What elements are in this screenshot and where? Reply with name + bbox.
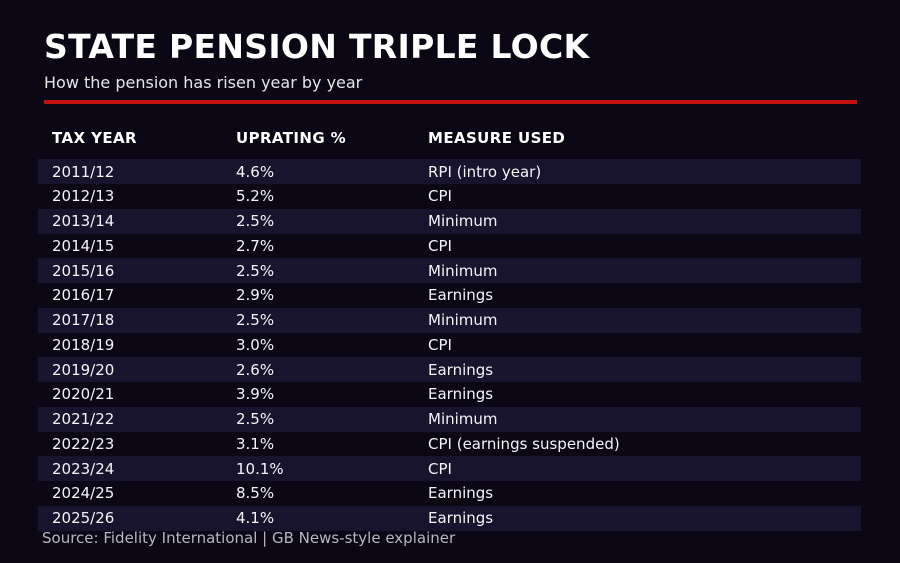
table-row: 2021/22 2.5% Minimum (38, 406, 861, 432)
column-header-uprating: UPRATING % (236, 129, 347, 147)
cell-measure-used: Earnings (428, 286, 494, 305)
cell-measure-used: CPI (earnings suspended) (428, 434, 620, 453)
cell-tax-year: 2011/12 (52, 162, 115, 181)
cell-uprating-percent: 2.9% (236, 286, 275, 305)
cell-uprating-percent: 4.6% (236, 162, 275, 181)
table-row: 2015/16 2.5% Minimum (38, 258, 861, 284)
cell-uprating-percent: 3.0% (236, 335, 275, 354)
table-row: 2024/25 8.5% Earnings (38, 481, 861, 506)
cell-uprating-percent: 2.5% (236, 311, 275, 330)
cell-uprating-percent: 10.1% (236, 459, 284, 478)
cell-tax-year: 2019/20 (52, 360, 115, 379)
table-row: 2025/26 4.1% Earnings (38, 505, 861, 531)
cell-uprating-percent: 3.9% (236, 385, 275, 404)
cell-measure-used: Earnings (428, 360, 494, 379)
cell-tax-year: 2018/19 (52, 335, 115, 354)
cell-tax-year: 2017/18 (52, 311, 115, 330)
cell-measure-used: Minimum (428, 261, 498, 280)
table-row: 2019/20 2.6% Earnings (38, 357, 861, 383)
cell-tax-year: 2015/16 (52, 261, 115, 280)
column-header-measure: MEASURE USED (428, 129, 566, 147)
cell-uprating-percent: 2.6% (236, 360, 275, 379)
cell-tax-year: 2012/13 (52, 187, 115, 206)
table-row: 2020/21 3.9% Earnings (38, 382, 861, 407)
column-header-tax-year: TAX YEAR (52, 129, 137, 147)
table-row: 2014/15 2.7% CPI (38, 234, 861, 259)
cell-measure-used: Earnings (428, 484, 494, 503)
accent-rule (44, 100, 857, 104)
cell-measure-used: CPI (428, 236, 452, 255)
cell-tax-year: 2014/15 (52, 236, 115, 255)
table-body: 2011/12 4.6% RPI (intro year) 2012/13 5.2% CP… (38, 159, 861, 531)
table-row: 2013/14 2.5% Minimum (38, 208, 861, 234)
table-row: 2011/12 4.6% RPI (intro year) (38, 159, 861, 185)
table-row: 2018/19 3.0% CPI (38, 333, 861, 358)
cell-uprating-percent: 3.1% (236, 434, 275, 453)
cell-tax-year: 2016/17 (52, 286, 115, 305)
cell-tax-year: 2024/25 (52, 484, 115, 503)
page-subtitle: How the pension has risen year by year (44, 73, 363, 92)
cell-measure-used: Minimum (428, 311, 498, 330)
cell-measure-used: CPI (428, 459, 452, 478)
table-header: TAX YEAR UPRATING % MEASURE USED (38, 126, 861, 150)
table-row: 2017/18 2.5% Minimum (38, 307, 861, 333)
table-row: 2023/24 10.1% CPI (38, 456, 861, 482)
table-row: 2016/17 2.9% Earnings (38, 283, 861, 308)
cell-measure-used: Earnings (428, 385, 494, 404)
cell-measure-used: RPI (intro year) (428, 162, 542, 181)
cell-measure-used: Minimum (428, 212, 498, 231)
cell-uprating-percent: 2.7% (236, 236, 275, 255)
cell-measure-used: CPI (428, 187, 452, 206)
cell-uprating-percent: 2.5% (236, 410, 275, 429)
table-row: 2022/23 3.1% CPI (earnings suspended) (38, 432, 861, 457)
cell-measure-used: Minimum (428, 410, 498, 429)
cell-uprating-percent: 2.5% (236, 212, 275, 231)
table-row: 2012/13 5.2% CPI (38, 184, 861, 209)
cell-uprating-percent: 4.1% (236, 509, 275, 528)
cell-tax-year: 2022/23 (52, 434, 115, 453)
cell-tax-year: 2013/14 (52, 212, 115, 231)
cell-uprating-percent: 8.5% (236, 484, 275, 503)
page-title: STATE PENSION TRIPLE LOCK (44, 27, 590, 66)
cell-uprating-percent: 5.2% (236, 187, 275, 206)
source-note: Source: Fidelity International | GB News… (42, 529, 456, 547)
cell-tax-year: 2020/21 (52, 385, 115, 404)
cell-tax-year: 2021/22 (52, 410, 115, 429)
cell-measure-used: CPI (428, 335, 452, 354)
cell-tax-year: 2025/26 (52, 509, 115, 528)
cell-tax-year: 2023/24 (52, 459, 115, 478)
cell-measure-used: Earnings (428, 509, 494, 528)
cell-uprating-percent: 2.5% (236, 261, 275, 280)
